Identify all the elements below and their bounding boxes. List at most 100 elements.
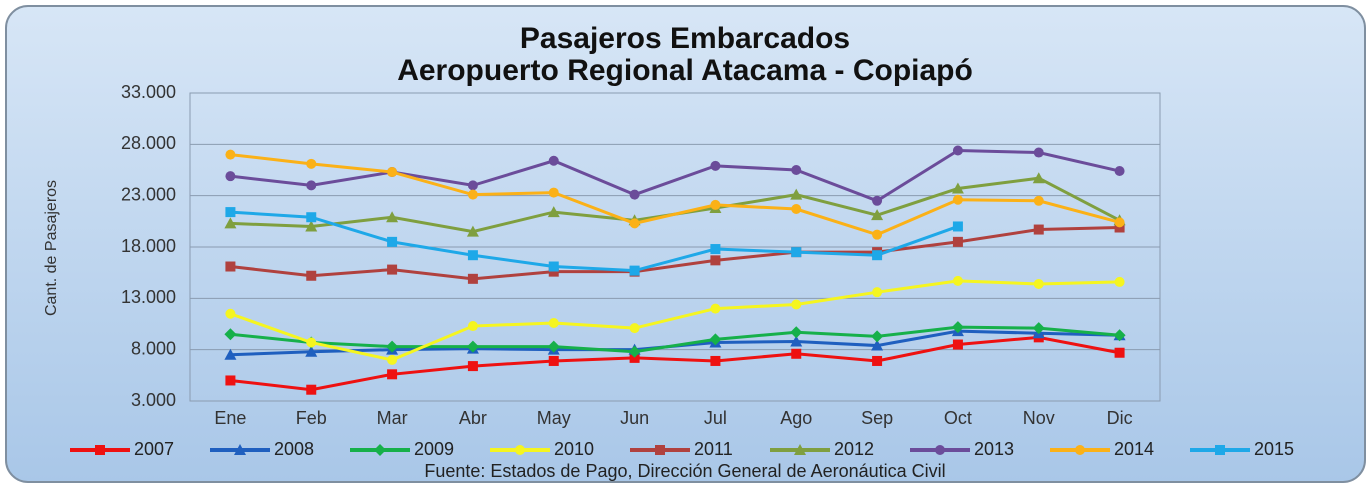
data-point xyxy=(1115,217,1125,227)
x-tick-label: Abr xyxy=(459,408,487,428)
data-point xyxy=(225,262,235,272)
data-point xyxy=(468,250,478,260)
x-tick-label: May xyxy=(537,408,571,428)
chart: Pasajeros Embarcados Aeropuerto Regional… xyxy=(0,0,1371,483)
legend-label: 2013 xyxy=(974,439,1014,459)
y-tick-label: 3.000 xyxy=(131,390,176,410)
y-tick-label: 8.000 xyxy=(131,338,176,358)
data-point xyxy=(468,274,478,284)
data-point xyxy=(710,161,720,171)
data-point xyxy=(225,171,235,181)
data-point xyxy=(872,287,882,297)
data-point xyxy=(549,188,559,198)
legend-label: 2007 xyxy=(134,439,174,459)
legend-marker xyxy=(1215,445,1225,455)
legend-marker xyxy=(1075,445,1085,455)
data-point xyxy=(872,230,882,240)
data-point xyxy=(225,309,235,319)
data-point xyxy=(306,271,316,281)
data-point xyxy=(791,349,801,359)
legend-marker xyxy=(935,445,945,455)
data-point xyxy=(710,356,720,366)
data-point xyxy=(387,369,397,379)
y-tick-label: 23.000 xyxy=(121,184,176,204)
data-point xyxy=(468,180,478,190)
y-tick-label: 28.000 xyxy=(121,133,176,153)
x-tick-label: Dic xyxy=(1107,408,1133,428)
legend-label: 2012 xyxy=(834,439,874,459)
legend-label: 2008 xyxy=(274,439,314,459)
y-axis-label: Cant. de Pasajeros xyxy=(43,180,60,316)
data-point xyxy=(630,218,640,228)
chart-subtitle: Aeropuerto Regional Atacama - Copiapó xyxy=(397,54,973,87)
data-point xyxy=(1034,225,1044,235)
data-point xyxy=(872,356,882,366)
data-point xyxy=(306,385,316,395)
data-point xyxy=(1115,348,1125,358)
data-point xyxy=(468,190,478,200)
data-point xyxy=(791,204,801,214)
data-point xyxy=(953,340,963,350)
x-tick-label: Jul xyxy=(704,408,727,428)
chart-title: Pasajeros Embarcados xyxy=(520,22,850,55)
y-tick-label: 13.000 xyxy=(121,287,176,307)
data-point xyxy=(225,207,235,217)
x-tick-label: Feb xyxy=(296,408,327,428)
data-point xyxy=(549,156,559,166)
legend-marker xyxy=(515,445,525,455)
page: {"chart_data":{"type":"line", "title":"P… xyxy=(0,0,1371,483)
data-point xyxy=(710,244,720,254)
data-point xyxy=(1034,279,1044,289)
legend-label: 2009 xyxy=(414,439,454,459)
x-tick-label: Nov xyxy=(1023,408,1055,428)
data-point xyxy=(225,375,235,385)
x-tick-label: Ene xyxy=(214,408,246,428)
data-point xyxy=(306,212,316,222)
data-point xyxy=(1034,196,1044,206)
legend-label: 2015 xyxy=(1254,439,1294,459)
data-point xyxy=(387,265,397,275)
legend-label: 2010 xyxy=(554,439,594,459)
data-point xyxy=(549,356,559,366)
data-point xyxy=(791,299,801,309)
data-point xyxy=(306,337,316,347)
data-point xyxy=(953,276,963,286)
y-tick-label: 18.000 xyxy=(121,236,176,256)
data-point xyxy=(953,221,963,231)
data-point xyxy=(953,195,963,205)
legend-label: 2014 xyxy=(1114,439,1154,459)
y-tick-label: 33.000 xyxy=(121,82,176,102)
data-point xyxy=(710,255,720,265)
data-point xyxy=(710,304,720,314)
data-point xyxy=(1034,148,1044,158)
x-tick-label: Oct xyxy=(944,408,972,428)
data-point xyxy=(306,159,316,169)
data-point xyxy=(225,150,235,160)
data-point xyxy=(872,196,882,206)
data-point xyxy=(468,361,478,371)
data-point xyxy=(710,200,720,210)
data-point xyxy=(630,323,640,333)
data-point xyxy=(630,190,640,200)
x-tick-label: Mar xyxy=(377,408,408,428)
data-point xyxy=(306,180,316,190)
x-tick-label: Ago xyxy=(780,408,812,428)
data-point xyxy=(549,318,559,328)
data-point xyxy=(1115,166,1125,176)
x-tick-label: Sep xyxy=(861,408,893,428)
data-point xyxy=(630,266,640,276)
data-point xyxy=(387,355,397,365)
legend-marker xyxy=(655,445,665,455)
data-point xyxy=(387,167,397,177)
x-tick-label: Jun xyxy=(620,408,649,428)
data-point xyxy=(549,262,559,272)
data-point xyxy=(791,165,801,175)
data-point xyxy=(953,145,963,155)
source-note: Fuente: Estados de Pago, Dirección Gener… xyxy=(424,461,945,481)
data-point xyxy=(872,250,882,260)
data-point xyxy=(1115,277,1125,287)
data-point xyxy=(468,321,478,331)
data-point xyxy=(791,247,801,257)
data-point xyxy=(387,237,397,247)
legend-label: 2011 xyxy=(694,439,733,459)
